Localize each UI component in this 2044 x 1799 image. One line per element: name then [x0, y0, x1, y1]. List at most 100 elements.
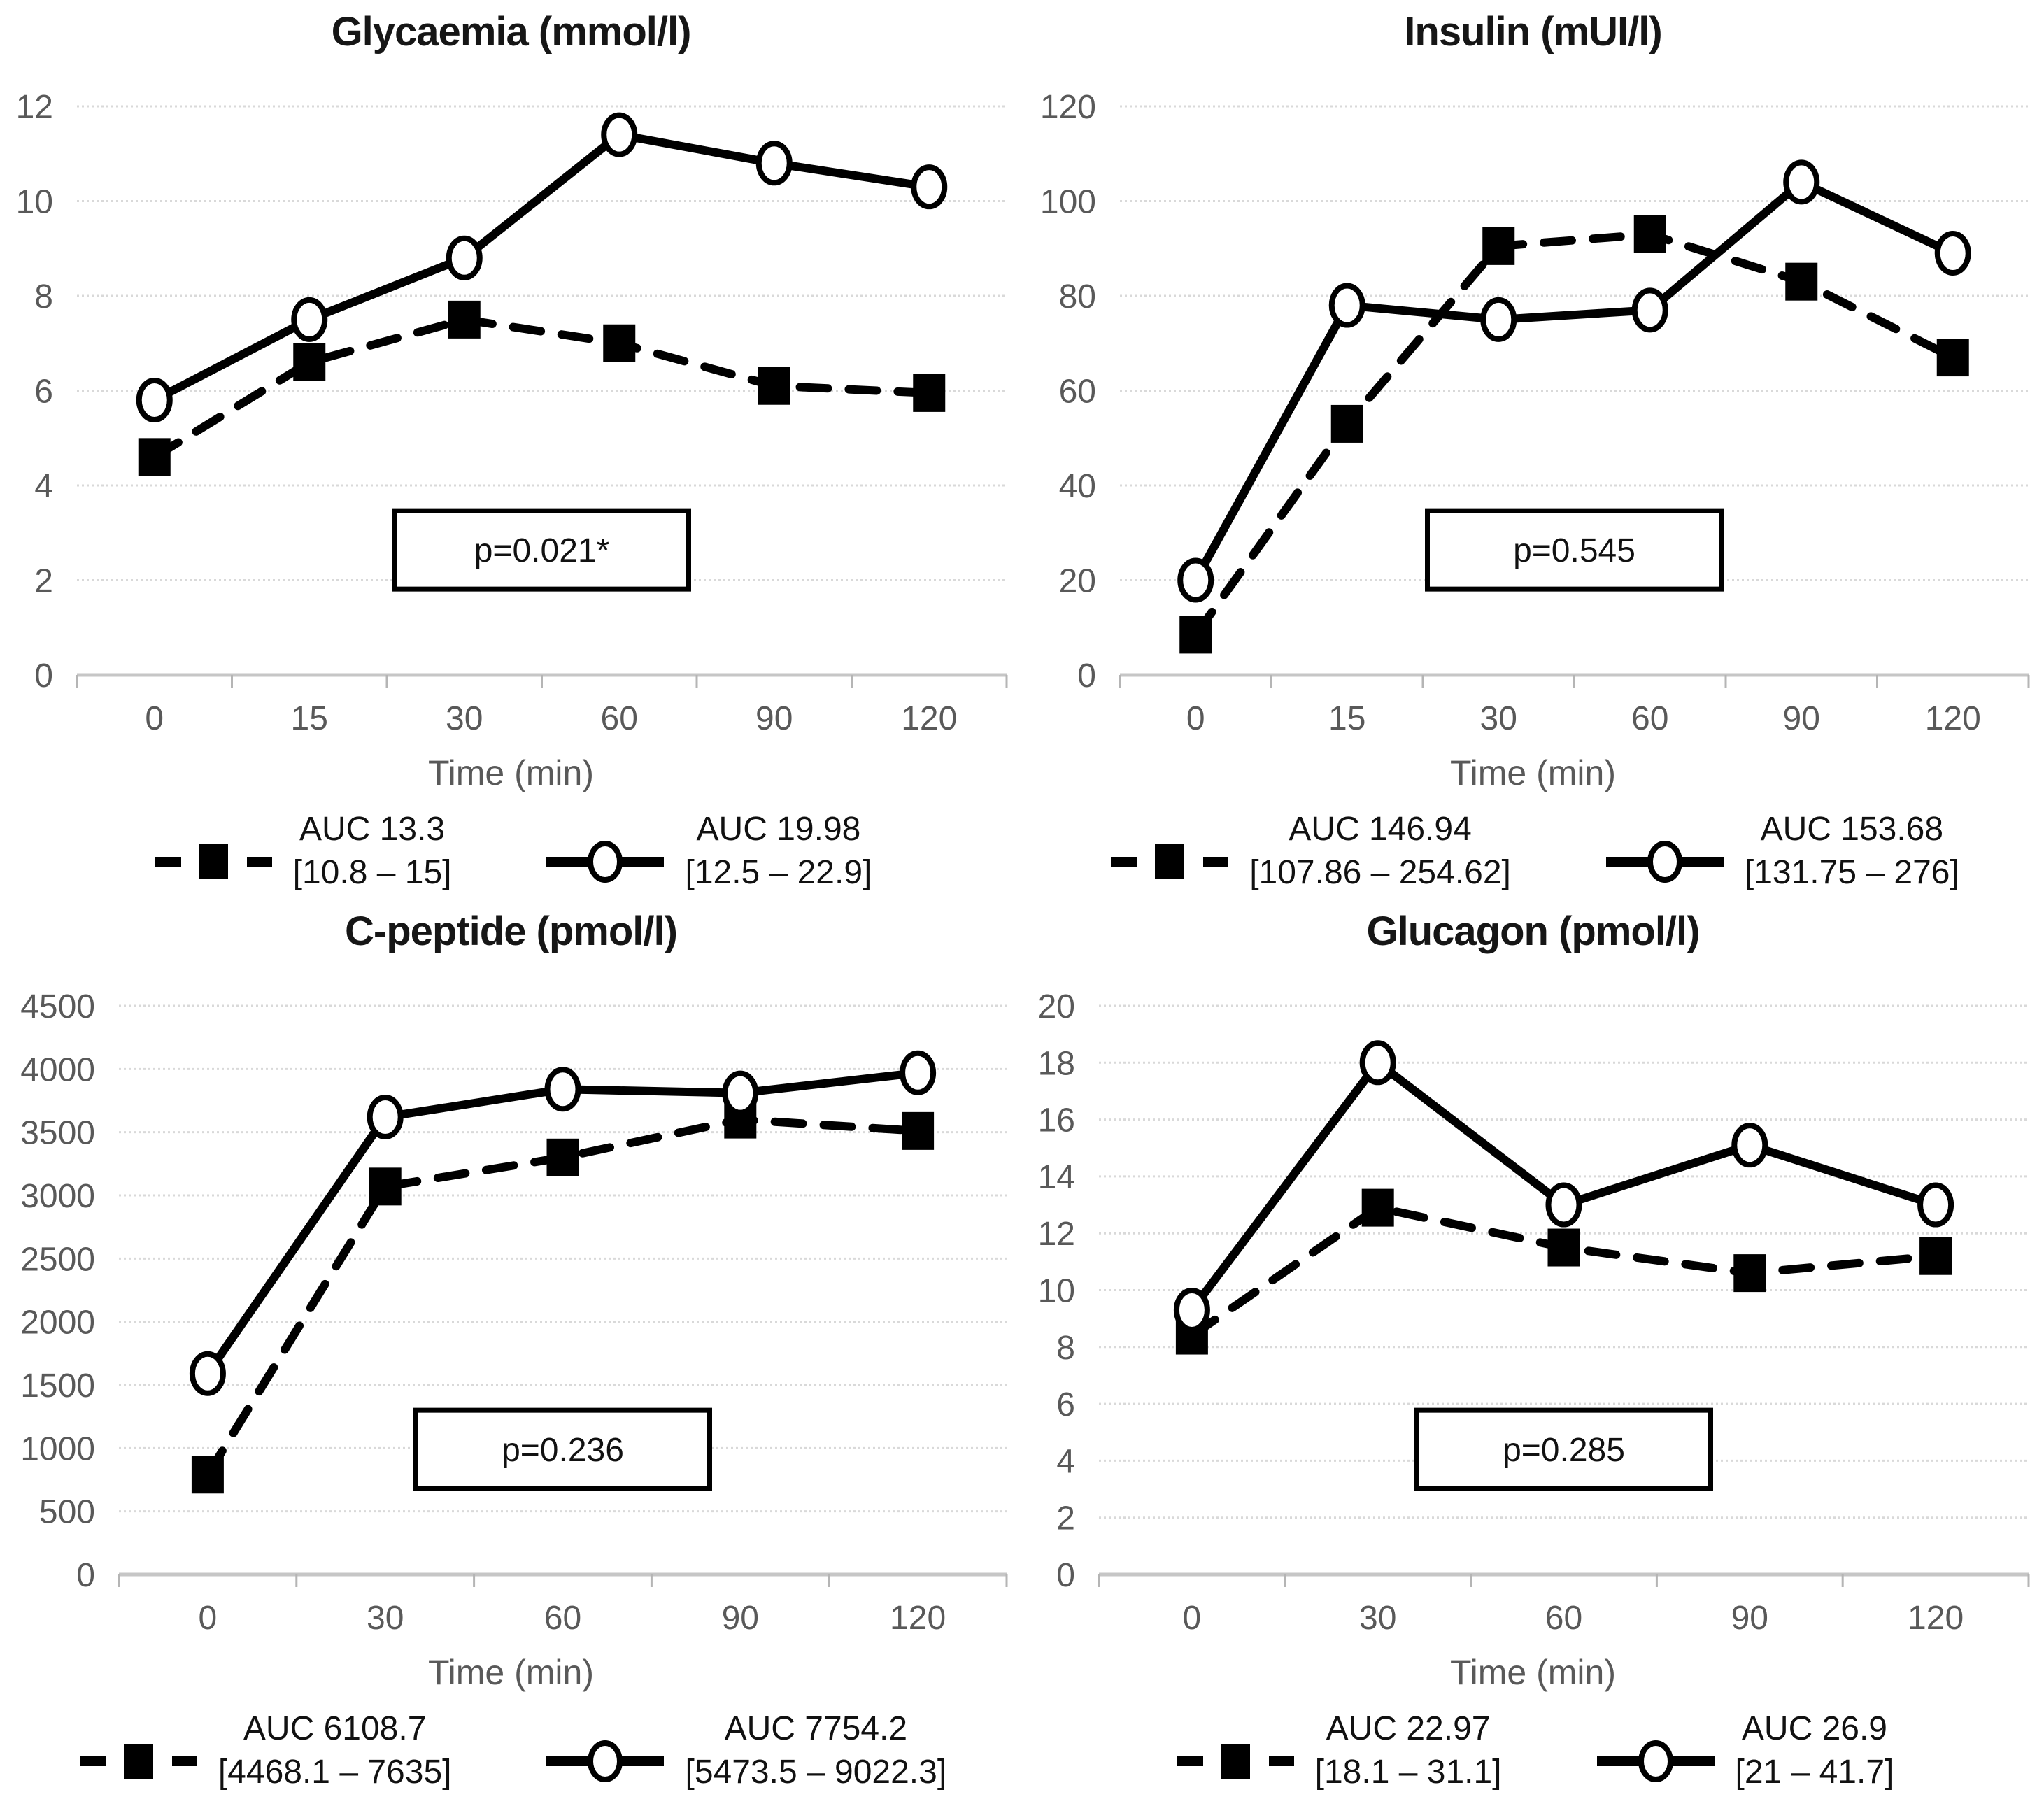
x-axis-tick-label: 90: [1783, 700, 1820, 737]
legend: AUC 6108.7 [4468.1 – 7635] AUC 7754.2 [5…: [0, 1707, 1022, 1795]
x-axis-tick-label: 90: [755, 700, 793, 737]
y-axis-tick-label: 4500: [20, 988, 95, 1025]
filled-square-marker: [1733, 1253, 1766, 1292]
x-axis-tick-label: 30: [1480, 700, 1517, 737]
y-axis-tick-label: 3500: [20, 1114, 95, 1151]
x-axis-title: Time (min): [427, 753, 594, 792]
filled-square-marker: [603, 324, 636, 362]
filled-square-legend-marker: [123, 1743, 153, 1779]
y-axis-tick-label: 6: [34, 373, 53, 410]
legend-text: AUC 146.94 [107.86 – 254.62]: [1249, 808, 1511, 895]
y-axis-tick-label: 12: [16, 89, 53, 126]
insulin-plot-area: 0 20 40 60 80 100 120 0 15 30 60 90 120 p=0.545: [1040, 89, 2030, 737]
filled-square-legend-marker: [1220, 1743, 1250, 1779]
legend-text: AUC 19.98 [12.5 – 22.9]: [685, 808, 872, 895]
legend-auc-value: AUC 6108.7: [243, 1709, 427, 1747]
legend-item-solid-circles: AUC 19.98 [12.5 – 22.9]: [542, 808, 872, 895]
y-axis-tick-label: 2000: [20, 1304, 95, 1341]
legend-range-value: [4468.1 – 7635]: [218, 1754, 452, 1791]
chart-title: Glycaemia (mmol/l): [331, 9, 692, 55]
open-circle-marker: [1359, 1040, 1396, 1086]
y-axis-tick-label: 1500: [20, 1367, 95, 1405]
y-axis-tick-label: 6: [1056, 1386, 1075, 1423]
x-axis-tick-label: 120: [901, 700, 957, 737]
legend-auc-value: AUC 153.68: [1760, 810, 1944, 848]
y-axis-tick-label: 0: [34, 657, 53, 695]
open-circle-marker: [722, 1070, 759, 1116]
filled-square-marker: [191, 1456, 224, 1494]
open-circle-marker: [367, 1094, 404, 1139]
legend-text: AUC 13.3 [10.8 – 15]: [293, 808, 452, 895]
legend-range-value: [131.75 – 276]: [1744, 854, 1959, 892]
open-circle-marker: [1173, 1287, 1210, 1332]
legend-item-dashed-squares: AUC 22.97 [18.1 – 31.1]: [1172, 1707, 1502, 1795]
y-axis-tick-label: 20: [1059, 562, 1096, 599]
dashed-filled-squares-line: [150, 315, 934, 462]
x-axis-tick-label: 120: [1925, 700, 1981, 737]
y-axis-tick-label: 0: [76, 1557, 95, 1594]
legend-range-value: [12.5 – 22.9]: [685, 854, 872, 892]
legend-text: AUC 153.68 [131.75 – 276]: [1745, 808, 1959, 895]
x-axis-tick-label: 15: [1328, 700, 1365, 737]
legend-text: AUC 7754.2 [5473.5 – 9022.3]: [685, 1707, 946, 1795]
y-axis-tick-label: 0: [1077, 657, 1096, 695]
solid-circle-series-legend-icon: [546, 840, 665, 883]
legend-text: AUC 26.9 [21 – 41.7]: [1736, 1707, 1894, 1795]
p-value-box: [413, 1407, 712, 1491]
c-peptide-plot-area: 0 500 1000 1500 2000 2500 3000 3500 4000 4500 0 30 6…: [20, 988, 1008, 1637]
legend-item-dashed-squares: AUC 6108.7 [4468.1 – 7635]: [76, 1707, 452, 1795]
p-value-label: p=0.236: [502, 1432, 624, 1469]
open-circle-marker: [291, 297, 328, 342]
y-axis-tick-label: 1000: [20, 1430, 95, 1467]
legend-auc-value: AUC 13.3: [299, 810, 446, 848]
solid-open-circles-line: [203, 1068, 923, 1378]
y-axis-tick-label: 60: [1059, 373, 1096, 410]
chart-title: Glucagon (pmol/l): [1366, 909, 1701, 954]
y-axis-tick-label: 4000: [20, 1051, 95, 1088]
open-circle-marker: [1480, 297, 1517, 342]
open-circle-marker: [136, 377, 173, 422]
insulin-chart: Insulin (mUI/l) 0 20 40 60 80 100 120 0 15 30 60 90…: [1022, 0, 2044, 900]
dashed-square-series-legend-icon: [1176, 1743, 1294, 1779]
x-axis-tick-label: 0: [1186, 700, 1205, 737]
y-axis-tick-label: 2: [34, 562, 53, 599]
open-circle-marker: [189, 1351, 226, 1396]
filled-square-marker: [546, 1138, 579, 1176]
filled-square-marker: [902, 1111, 935, 1150]
y-axis-tick-label: 4: [1056, 1443, 1075, 1480]
open-circle-marker: [601, 112, 638, 157]
c-peptide-chart: C-peptide (pmol/l) 0 500 1000 1500 2000 2500 3…: [0, 900, 1022, 1799]
p-value-label: p=0.285: [1503, 1432, 1625, 1469]
x-axis-tick-label: 90: [722, 1600, 759, 1637]
legend: AUC 13.3 [10.8 – 15] AUC 19.98 [12.5 – 2…: [0, 808, 1022, 895]
filled-square-marker: [369, 1167, 402, 1206]
open-circle-marker: [1934, 230, 1971, 276]
legend-range-value: [21 – 41.7]: [1735, 1754, 1894, 1791]
legend-range-value: [107.86 – 254.62]: [1249, 854, 1511, 892]
legend-item-solid-circles: AUC 26.9 [21 – 41.7]: [1593, 1707, 1894, 1795]
legend: AUC 22.97 [18.1 – 31.1] AUC 26.9 [21 – 4…: [1022, 1707, 2044, 1795]
y-axis-tick-label: 18: [1038, 1045, 1075, 1082]
x-axis-tick-label: 0: [199, 1600, 218, 1637]
open-circle-marker: [911, 164, 948, 209]
filled-square-marker: [1633, 215, 1666, 253]
filled-square-marker: [758, 367, 790, 405]
y-axis-tick-label: 2500: [20, 1241, 95, 1278]
p-value-box: [1414, 1407, 1713, 1491]
x-axis-tick-label: 90: [1731, 1600, 1768, 1637]
p-value-box: [1425, 508, 1724, 592]
y-axis-tick-label: 40: [1059, 468, 1096, 505]
x-axis-tick-label: 60: [601, 700, 638, 737]
chart-title: C-peptide (pmol/l): [345, 909, 678, 954]
legend-range-value: [10.8 – 15]: [292, 854, 452, 892]
open-circle-marker: [1631, 287, 1668, 333]
glucagon-chart: Glucagon (pmol/l) 0 2 4 6 8 10 12 14 16 18 20 0 30 60…: [1022, 900, 2044, 1799]
open-circle-marker: [1177, 557, 1214, 603]
open-circle-marker: [446, 235, 483, 280]
filled-square-marker: [1785, 262, 1818, 301]
legend: AUC 146.94 [107.86 – 254.62] AUC 153.68 …: [1022, 808, 2044, 895]
y-axis-tick-label: 500: [39, 1493, 95, 1530]
solid-circle-series-legend-icon: [1605, 840, 1724, 883]
p-value-label: p=0.545: [1513, 532, 1635, 569]
